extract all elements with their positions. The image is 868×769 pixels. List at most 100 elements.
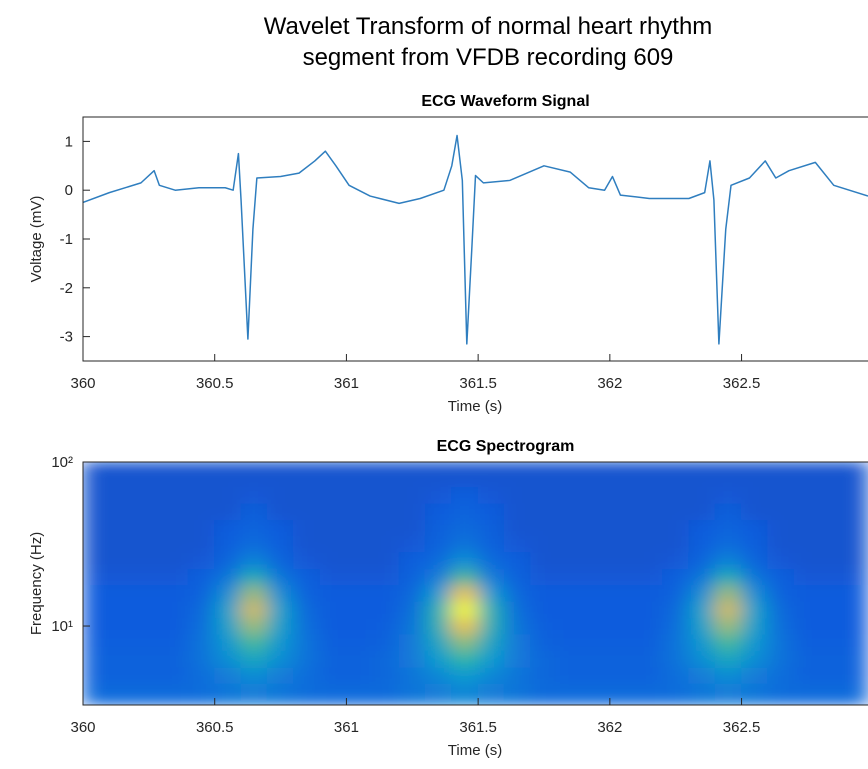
heatmap-cell <box>688 534 716 553</box>
heatmap-cell <box>714 682 743 705</box>
heatmap-cell <box>187 633 216 651</box>
heatmap-cell <box>556 485 585 504</box>
heatmap-cell <box>530 600 558 619</box>
heatmap-cell <box>793 617 822 635</box>
heatmap-cell <box>372 518 400 536</box>
heatmap-cell <box>398 518 426 536</box>
heatmap-cell <box>424 551 453 570</box>
heatmap-cell <box>451 649 479 668</box>
heatmap-cell <box>398 633 426 651</box>
heatmap-cell <box>83 568 110 586</box>
x-axis-label: Time (s) <box>448 398 502 415</box>
heatmap-cell <box>609 568 637 586</box>
heatmap-cell <box>767 666 795 684</box>
heatmap-cell <box>609 551 637 570</box>
heatmap-cell <box>135 485 163 504</box>
heatmap-cell <box>846 617 868 635</box>
heatmap-cell <box>398 485 426 504</box>
heatmap-cell <box>345 551 374 570</box>
heatmap-cell <box>503 502 532 520</box>
heatmap-cell <box>293 462 321 487</box>
heatmap-cell <box>83 551 110 570</box>
heatmap-cell <box>688 584 716 602</box>
heatmap-cell <box>741 666 769 684</box>
heatmap-cell <box>820 584 848 602</box>
heatmap-cell <box>345 485 374 504</box>
heatmap-cell <box>714 584 743 602</box>
heatmap-cell <box>846 666 868 684</box>
heatmap-cell <box>451 666 479 684</box>
heatmap-cell <box>108 682 137 705</box>
heatmap-cell <box>108 584 137 602</box>
heatmap-cell <box>187 568 216 586</box>
heatmap-cell <box>424 534 453 553</box>
heatmap-cell <box>741 617 769 635</box>
heatmap-cell <box>372 568 400 586</box>
heatmap-cell <box>424 568 453 586</box>
heatmap-cell <box>846 584 868 602</box>
heatmap-cell <box>741 551 769 570</box>
heatmap-cell <box>662 568 690 586</box>
heatmap-cell <box>135 584 163 602</box>
heatmap-cell <box>583 462 611 487</box>
x-tick-label: 362 <box>597 375 622 392</box>
heatmap-cell <box>556 666 585 684</box>
heatmap-cell <box>583 633 611 651</box>
heatmap-cell <box>135 666 163 684</box>
heatmap-cell <box>846 600 868 619</box>
x-tick-label: 360 <box>70 719 95 736</box>
heatmap-cell <box>741 485 769 504</box>
heatmap-cell <box>214 666 242 684</box>
heatmap-cell <box>820 633 848 651</box>
heatmap-cell <box>767 682 795 705</box>
heatmap-cell <box>293 534 321 553</box>
heatmap-cell <box>688 568 716 586</box>
heatmap-cell <box>108 534 137 553</box>
heatmap-cell <box>187 534 216 553</box>
heatmap-cell <box>530 518 558 536</box>
heatmap-cell <box>662 551 690 570</box>
y-tick-label: 10¹ <box>51 618 73 635</box>
heatmap-cell <box>266 633 295 651</box>
heatmap-cell <box>240 584 268 602</box>
heatmap-cell <box>266 666 295 684</box>
heatmap-cell <box>108 600 137 619</box>
heatmap-cell <box>451 502 479 520</box>
heatmap-cell <box>293 551 321 570</box>
heatmap-cell <box>83 617 110 635</box>
heatmap-cell <box>530 551 558 570</box>
heatmap-cell <box>319 551 347 570</box>
heatmap-cell <box>688 600 716 619</box>
heatmap-cell <box>293 666 321 684</box>
heatmap-cell <box>240 551 268 570</box>
heatmap-cell <box>635 682 664 705</box>
heatmap-cell <box>530 633 558 651</box>
heatmap-cell <box>793 502 822 520</box>
heatmap-cell <box>503 617 532 635</box>
heatmap-cell <box>424 600 453 619</box>
heatmap-cell <box>503 649 532 668</box>
heatmap-cell <box>556 633 585 651</box>
heatmap-cell <box>135 617 163 635</box>
heatmap-cell <box>451 682 479 705</box>
heatmap-cell <box>609 502 637 520</box>
heatmap-cell <box>293 485 321 504</box>
heatmap-cell <box>83 600 110 619</box>
heatmap-cell <box>503 584 532 602</box>
heatmap-cell <box>793 600 822 619</box>
heatmap-cell <box>477 600 505 619</box>
heatmap-cell <box>293 502 321 520</box>
heatmap-cell <box>187 518 216 536</box>
heatmap-cell <box>108 485 137 504</box>
heatmap-cell <box>240 568 268 586</box>
heatmap-cell <box>846 568 868 586</box>
heatmap-cell <box>503 600 532 619</box>
heatmap-cell <box>345 600 374 619</box>
heatmap-cell <box>609 649 637 668</box>
heatmap-cell <box>662 633 690 651</box>
x-tick-label: 361 <box>334 719 359 736</box>
x-tick-label: 360.5 <box>196 719 234 736</box>
heatmap-cell <box>662 682 690 705</box>
heatmap-cell <box>714 518 743 536</box>
heatmap-cell <box>820 485 848 504</box>
